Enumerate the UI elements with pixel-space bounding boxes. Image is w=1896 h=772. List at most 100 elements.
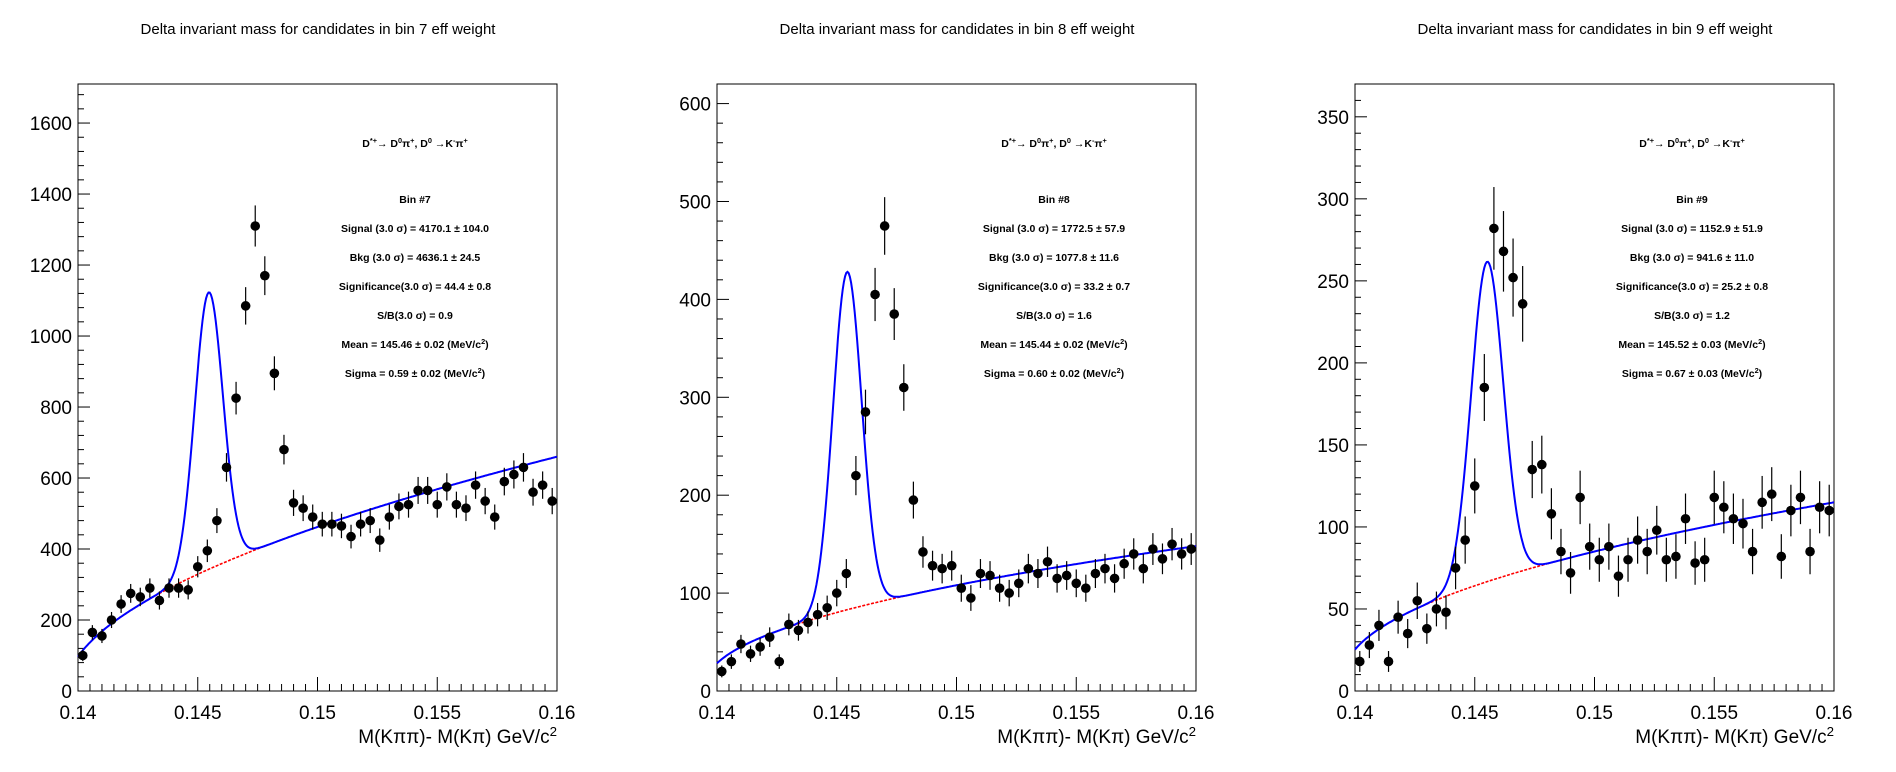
data-point: [1013, 578, 1024, 589]
data-point: [1661, 554, 1672, 565]
y-tick-label: 200: [679, 486, 711, 507]
data-point: [1186, 544, 1197, 554]
x-axis-label: M(Kππ)- M(Kπ) GeV/c2: [997, 724, 1196, 749]
x-tick-label: 0.15: [299, 703, 336, 724]
data-point: [1167, 539, 1177, 549]
chart-panel-9: Delta invariant mass for candidates in b…: [1317, 21, 1852, 748]
x-tick-label: 0.16: [1178, 703, 1215, 724]
data-point: [202, 545, 213, 556]
data-point: [1441, 607, 1451, 618]
data-points: [716, 197, 1197, 678]
y-tick-label: 0: [1338, 682, 1349, 703]
data-point: [509, 469, 519, 480]
data-point: [1004, 588, 1014, 598]
data-point: [212, 515, 222, 526]
data-point: [355, 519, 366, 529]
data-point: [384, 512, 395, 522]
x-tick-label: 0.16: [539, 703, 576, 724]
chart-title: Delta invariant mass for candidates in b…: [780, 21, 1136, 38]
total-fit-curve: [77, 291, 558, 658]
total-fit-curve: [1354, 260, 1835, 651]
data-point: [1412, 595, 1423, 606]
mean-stat: Mean = 145.52 ± 0.03 (MeV/c2): [1618, 337, 1765, 352]
data-point: [899, 382, 909, 393]
sb-stat: S/B(3.0 σ) = 1.6: [1016, 310, 1092, 322]
data-point: [822, 602, 832, 613]
data-point: [1176, 549, 1187, 559]
total-fit-curve: [716, 270, 1197, 665]
data-point: [470, 480, 481, 490]
data-point: [1537, 459, 1547, 470]
data-point: [803, 617, 813, 628]
data-point: [927, 560, 938, 571]
data-point: [183, 585, 193, 595]
data-point: [288, 498, 299, 508]
data-point: [1402, 628, 1413, 639]
data-point: [1479, 382, 1490, 393]
data-point: [946, 560, 957, 571]
data-point: [1157, 554, 1168, 564]
data-point: [480, 496, 490, 506]
data-point: [1489, 223, 1499, 234]
y-tick-label: 500: [679, 192, 711, 213]
data-point: [1431, 604, 1442, 614]
x-tick-label: 0.145: [1451, 703, 1499, 724]
x-tick-label: 0.14: [1337, 703, 1374, 724]
data-point: [116, 599, 126, 609]
data-point: [1623, 554, 1633, 565]
data-point: [726, 656, 737, 667]
signal-stat: Signal (3.0 σ) = 1152.9 ± 51.9: [1621, 223, 1763, 235]
data-point: [1508, 272, 1518, 283]
data-point: [745, 648, 756, 659]
y-tick-label: 100: [679, 584, 711, 605]
data-point: [1565, 568, 1576, 578]
data-point: [1632, 535, 1643, 545]
data-point: [1119, 558, 1129, 569]
data-point: [1556, 546, 1566, 557]
bkg-stat: Bkg (3.0 σ) = 1077.8 ± 11.6: [989, 252, 1119, 264]
y-tick-label: 300: [1317, 190, 1349, 211]
y-tick-label: 200: [40, 611, 72, 632]
data-point: [1642, 546, 1652, 557]
bin-label: Bin #9: [1676, 194, 1708, 206]
data-point: [1757, 497, 1767, 508]
background-fit-curve: [77, 455, 558, 658]
data-point: [1824, 505, 1835, 516]
stats-box: D*+→ D0π+, D0 →K-π+ Bin #7 Signal (3.0 σ) …: [339, 136, 491, 381]
data-point: [125, 588, 136, 599]
data-point: [879, 221, 890, 231]
data-point: [537, 480, 548, 490]
data-point: [1374, 620, 1384, 631]
data-point: [1814, 502, 1825, 513]
data-point: [1594, 554, 1605, 565]
data-point: [1527, 464, 1538, 475]
y-tick-label: 350: [1317, 108, 1349, 129]
data-point: [1393, 612, 1403, 622]
data-point: [851, 470, 861, 481]
x-tick-label: 0.145: [813, 703, 861, 724]
data-point: [173, 583, 184, 593]
y-tick-label: 400: [40, 540, 72, 561]
x-tick-label: 0.15: [1576, 703, 1613, 724]
data-point: [547, 496, 558, 506]
data-point: [231, 393, 241, 403]
data-point: [831, 588, 842, 598]
data-point: [736, 639, 746, 649]
data-point: [985, 570, 995, 581]
sigma-stat: Sigma = 0.67 ± 0.03 (MeV/c2): [1622, 366, 1762, 381]
x-tick-label: 0.15: [938, 703, 975, 724]
data-point: [374, 535, 385, 545]
data-point: [1023, 563, 1034, 574]
data-point: [1651, 525, 1662, 536]
data-point: [317, 519, 328, 529]
data-point: [250, 221, 261, 231]
x-axis-label: M(Kππ)- M(Kπ) GeV/c2: [1635, 724, 1834, 749]
data-point: [365, 515, 375, 526]
data-point: [1604, 541, 1614, 552]
x-tick-label: 0.14: [60, 703, 97, 724]
y-tick-label: 300: [679, 388, 711, 409]
x-tick-label: 0.16: [1816, 703, 1853, 724]
data-point: [1747, 546, 1758, 557]
data-point: [994, 583, 1005, 594]
data-point: [451, 499, 462, 510]
